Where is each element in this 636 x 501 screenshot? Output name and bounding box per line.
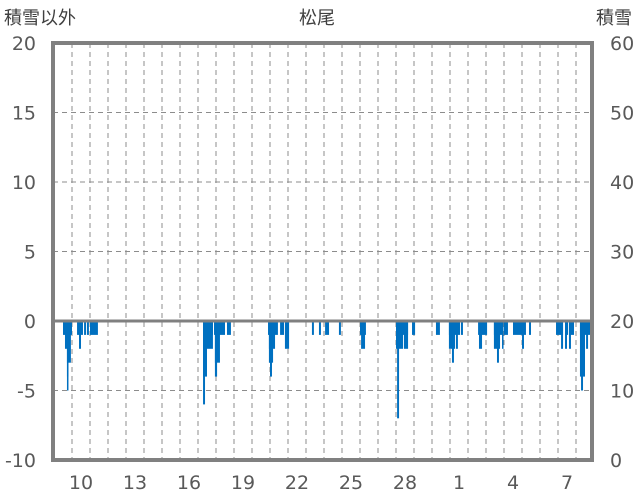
bar — [522, 321, 524, 349]
bar — [478, 321, 483, 349]
bar — [203, 321, 206, 405]
y-right-tick-label: 50 — [610, 103, 634, 125]
bar — [270, 321, 272, 377]
bar — [66, 321, 71, 363]
bar — [214, 321, 218, 377]
bar — [502, 321, 504, 349]
x-tick-label: 1 — [453, 472, 465, 494]
bar — [226, 321, 231, 335]
axes — [51, 41, 594, 462]
y-right-tick-label: 40 — [610, 172, 634, 194]
chart-title: 松尾 — [299, 8, 335, 29]
bar — [280, 321, 285, 335]
bar — [84, 321, 87, 335]
bar — [435, 321, 440, 335]
bar — [318, 321, 321, 335]
x-tick-label: 28 — [393, 472, 417, 494]
x-tick-label: 16 — [177, 472, 201, 494]
bar — [579, 321, 591, 335]
bar — [561, 321, 564, 349]
x-tick-label: 22 — [285, 472, 309, 494]
bar — [338, 321, 341, 335]
y-right-axis-title: 積雪 — [596, 8, 632, 29]
x-tick-label: 7 — [561, 472, 573, 494]
y-right-tick-label: 30 — [610, 242, 634, 264]
bar — [325, 321, 330, 335]
y-left-tick-label: 20 — [12, 33, 36, 55]
bar — [412, 321, 416, 335]
bars — [63, 321, 591, 419]
y-left-tick-label: 10 — [12, 172, 36, 194]
y-right-tick-label: 10 — [610, 381, 634, 403]
x-tick-label: 10 — [69, 472, 93, 494]
bar — [455, 321, 458, 349]
bar — [586, 321, 589, 349]
bar — [496, 321, 499, 363]
y-left-tick-label: 15 — [12, 103, 36, 125]
bar — [284, 321, 290, 349]
bar — [565, 321, 567, 349]
y-right-tick-label: 0 — [610, 450, 622, 472]
bar — [214, 321, 220, 363]
x-tick-label: 4 — [507, 472, 519, 494]
x-tick-label: 25 — [339, 472, 363, 494]
bar — [66, 321, 69, 391]
bar — [311, 321, 314, 335]
bar — [460, 321, 463, 335]
bar — [513, 321, 526, 335]
bar — [397, 321, 400, 419]
plot-frame — [51, 41, 594, 462]
bar — [361, 321, 366, 349]
x-tick-label: 19 — [231, 472, 255, 494]
bar — [556, 321, 564, 335]
bar — [478, 321, 488, 335]
bar — [529, 321, 531, 335]
bar — [86, 321, 89, 335]
bar — [207, 321, 213, 349]
x-tick-label: 13 — [123, 472, 147, 494]
bar — [403, 321, 409, 349]
y-left-tick-label: 5 — [24, 242, 36, 264]
y-left-tick-label: -5 — [17, 381, 36, 403]
bar — [568, 321, 575, 335]
bar — [90, 321, 98, 335]
bar — [568, 321, 571, 349]
y-left-tick-label: 0 — [24, 311, 36, 333]
bar — [504, 321, 508, 335]
y-left-axis-title: 積雪以外 — [4, 8, 76, 29]
y-right-tick-label: 60 — [610, 33, 634, 55]
bar — [396, 321, 404, 349]
gridlines — [53, 43, 592, 460]
y-left-tick-label: -10 — [5, 450, 36, 472]
bar — [451, 321, 454, 363]
bar — [581, 321, 584, 391]
bar — [79, 321, 81, 349]
y-right-tick-label: 20 — [610, 311, 634, 333]
